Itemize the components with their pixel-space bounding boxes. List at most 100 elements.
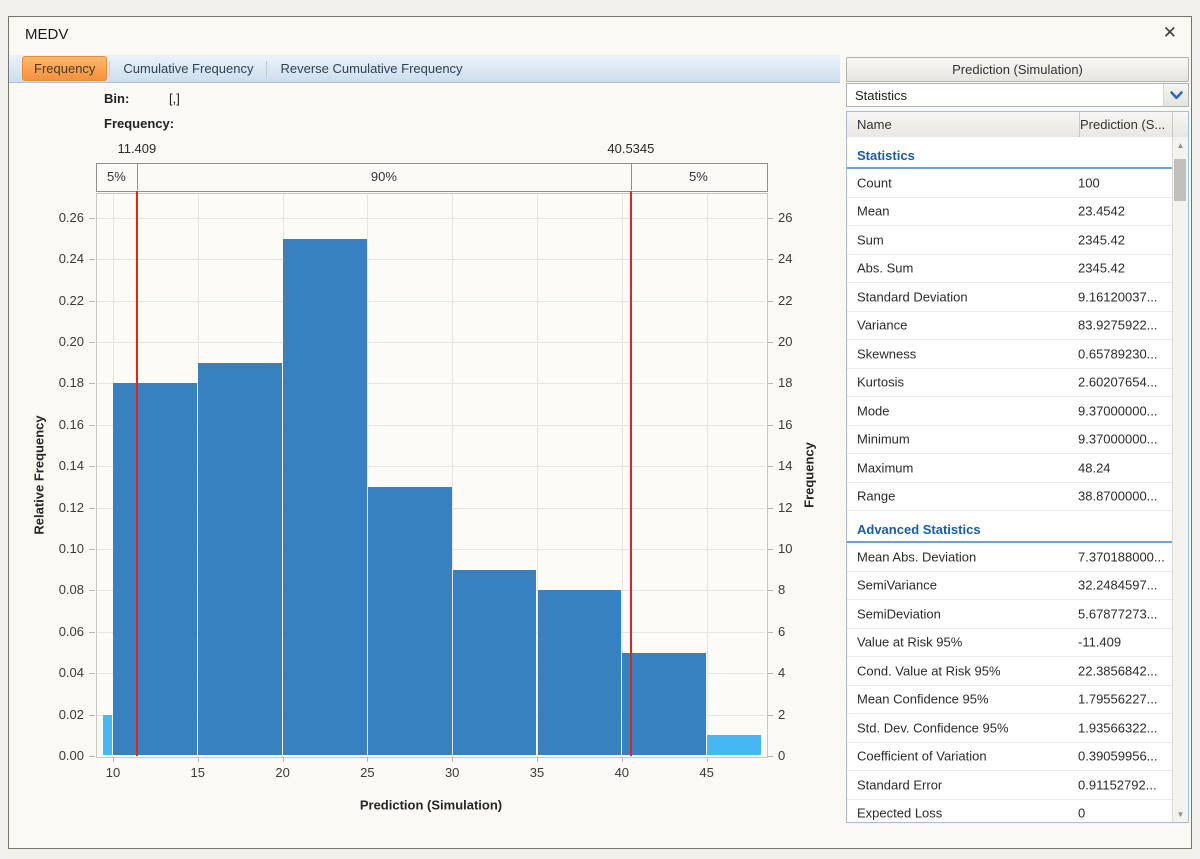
y-tick-label-left: 0.14	[44, 458, 84, 473]
y-tick-label-right: 4	[778, 665, 808, 680]
stat-name: Sum	[857, 232, 884, 247]
section-header: Advanced Statistics	[847, 511, 1173, 543]
stat-value: 5.67877273...	[1078, 606, 1158, 621]
table-row: Std. Dev. Confidence 95%1.93566322...	[847, 714, 1173, 743]
scrollbar[interactable]: ▲ ▼	[1172, 137, 1188, 822]
x-tick-label: 25	[347, 765, 387, 780]
tick-bottom	[283, 757, 284, 762]
stat-value: 32.2484597...	[1078, 578, 1158, 593]
table-row: Skewness0.65789230...	[847, 340, 1173, 369]
band-segment-label: 5%	[71, 163, 161, 190]
y-tick-label-left: 0.00	[44, 748, 84, 763]
table-row: Sum 2345.42	[847, 226, 1173, 255]
stat-value: 0.65789230...	[1078, 346, 1158, 361]
gridline-v	[707, 194, 708, 755]
stat-name: Count	[857, 175, 892, 190]
stat-value: 100	[1078, 175, 1100, 190]
prediction-simulation-header[interactable]: Prediction (Simulation)	[846, 57, 1189, 82]
statistics-dropdown[interactable]: Statistics	[846, 83, 1189, 107]
y-tick-label-right: 10	[778, 541, 808, 556]
y-tick-label-left: 0.20	[44, 334, 84, 349]
stat-name: Cond. Value at Risk 95%	[857, 663, 1001, 678]
table-row: SemiDeviation5.67877273...	[847, 600, 1173, 629]
band-divider	[631, 163, 632, 190]
table-row: Abs. Sum2345.42	[847, 255, 1173, 284]
tick-right	[767, 549, 773, 550]
table-row: Cond. Value at Risk 95% 22.3856842...	[847, 657, 1173, 686]
tick-right	[767, 632, 773, 633]
column-header-name[interactable]: Name	[847, 112, 1080, 137]
chevron-down-icon[interactable]	[1163, 84, 1188, 106]
table-row: Mean Abs. Deviation7.370188000...	[847, 543, 1173, 572]
y-tick-label-right: 26	[778, 210, 808, 225]
scroll-up-icon[interactable]: ▲	[1173, 137, 1188, 153]
scrollbar-thumb[interactable]	[1174, 159, 1186, 201]
band-segment-label: 90%	[339, 163, 429, 190]
tick-right	[767, 259, 773, 260]
section-header: Statistics	[847, 137, 1173, 169]
y-tick-label-right: 20	[778, 334, 808, 349]
stat-value: 9.37000000...	[1078, 403, 1158, 418]
tick-left	[89, 383, 95, 384]
stat-value: 2345.42	[1078, 232, 1125, 247]
table-row: Coefficient of Variation0.39059956...	[847, 743, 1173, 772]
table-row: Expected Loss0	[847, 800, 1173, 823]
table-row: Count 100	[847, 169, 1173, 198]
y-tick-label-left: 0.26	[44, 210, 84, 225]
x-tick-label: 40	[602, 765, 642, 780]
stat-name: Maximum	[857, 460, 913, 475]
section-title: Advanced Statistics	[857, 522, 981, 537]
y-tick-label-left: 0.18	[44, 375, 84, 390]
histogram-bar	[622, 653, 706, 756]
stat-value: -11.409	[1078, 635, 1121, 650]
stat-name: Variance	[857, 318, 907, 333]
stat-name: Minimum	[857, 432, 910, 447]
stat-value: 0.39059956...	[1078, 749, 1158, 764]
y-tick-label-left: 0.04	[44, 665, 84, 680]
histogram-bar	[368, 487, 452, 756]
stat-value: 0	[1078, 806, 1085, 821]
stat-value: 22.3856842...	[1078, 663, 1158, 678]
marker-value-label: 40.5345	[591, 141, 671, 156]
stat-value: 1.93566322...	[1078, 720, 1158, 735]
tick-right	[767, 590, 773, 591]
x-tick-label: 35	[517, 765, 557, 780]
y-tick-label-left: 0.12	[44, 500, 84, 515]
table-row: Mean Confidence 95% 1.79556227...	[847, 686, 1173, 715]
column-header-value[interactable]: Prediction (S...	[1070, 112, 1183, 137]
dropdown-value: Statistics	[847, 88, 1163, 103]
stat-name: Standard Deviation	[857, 289, 968, 304]
stat-value: 9.37000000...	[1078, 432, 1158, 447]
tick-left	[89, 301, 95, 302]
close-icon[interactable]: ✕	[1163, 24, 1177, 41]
table-row: Variance83.9275922...	[847, 312, 1173, 341]
tick-bottom	[198, 757, 199, 762]
stat-name: Mean Confidence 95%	[857, 692, 989, 707]
stat-value: 9.16120037...	[1078, 289, 1158, 304]
tick-left	[89, 466, 95, 467]
x-tick-label: 45	[687, 765, 727, 780]
tick-bottom	[367, 757, 368, 762]
stat-value: 0.91152792...	[1078, 777, 1157, 792]
scroll-down-icon[interactable]: ▼	[1173, 806, 1188, 822]
y-tick-label-left: 0.06	[44, 624, 84, 639]
tick-left	[89, 425, 95, 426]
marker-line	[630, 191, 632, 756]
x-tick-label: 20	[263, 765, 303, 780]
y-tick-label-left: 0.16	[44, 417, 84, 432]
table-row: Range38.8700000...	[847, 483, 1173, 512]
section-title: Statistics	[857, 148, 915, 163]
tick-left	[89, 342, 95, 343]
y-tick-label-left: 0.02	[44, 707, 84, 722]
stat-value: 1.79556227...	[1078, 692, 1158, 707]
stat-name: Standard Error	[857, 777, 942, 792]
table-header: Name Prediction (S...	[847, 112, 1188, 138]
y-axis-title-left: Relative Frequency	[32, 415, 47, 534]
band-segment-label: 5%	[653, 163, 743, 190]
table-row: Minimum 9.37000000...	[847, 426, 1173, 455]
table-row: Kurtosis2.60207654...	[847, 369, 1173, 398]
stat-name: Mean Abs. Deviation	[857, 549, 976, 564]
tick-left	[89, 632, 95, 633]
tick-right	[767, 508, 773, 509]
stat-value: 38.8700000...	[1078, 489, 1158, 504]
